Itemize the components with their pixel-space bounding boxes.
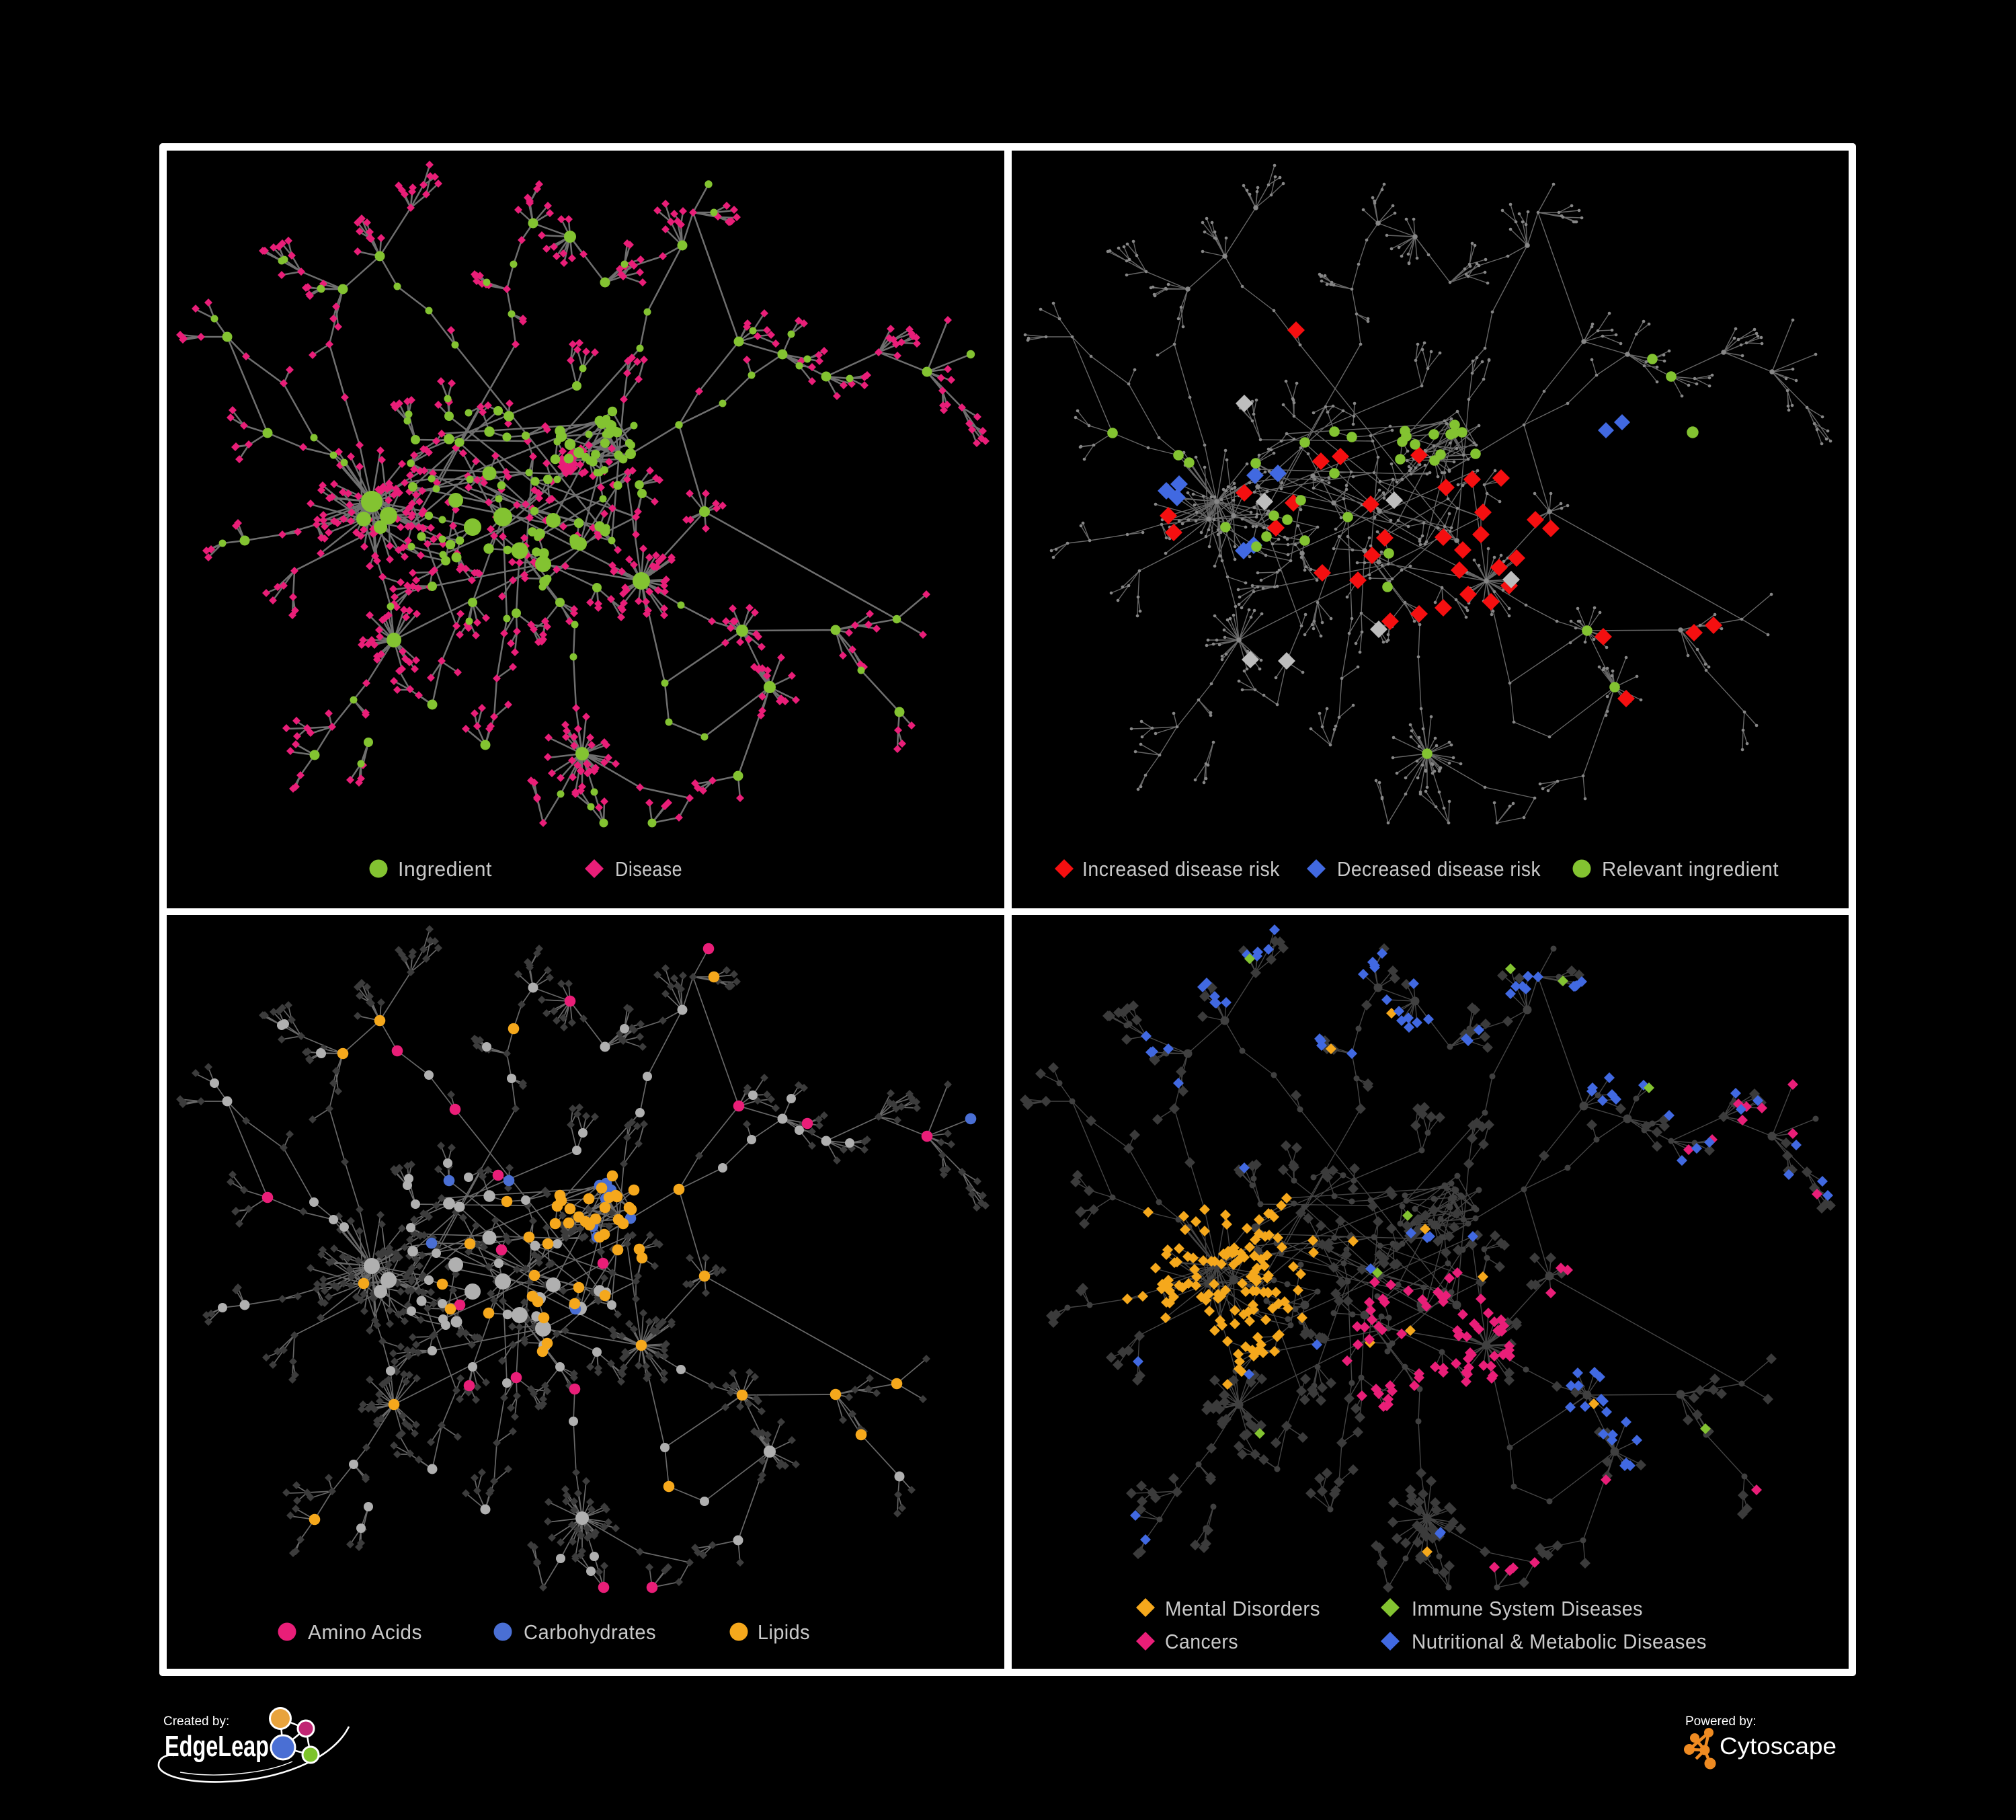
svg-text:Powered by:: Powered by: [1685,1714,1757,1729]
svg-text:Cancers: Cancers [1165,1630,1238,1653]
svg-text:Lipids: Lipids [758,1620,810,1644]
svg-text:Amino Acids: Amino Acids [308,1620,422,1644]
svg-text:Ingredient: Ingredient [398,857,492,881]
svg-text:Carbohydrates: Carbohydrates [524,1620,656,1644]
svg-text:Nutritional & Metabolic Diseas: Nutritional & Metabolic Diseases [1412,1630,1707,1653]
svg-text:Immune System Diseases: Immune System Diseases [1412,1597,1643,1620]
svg-text:EdgeLeap: EdgeLeap [165,1730,269,1763]
svg-text:Increased disease risk: Increased disease risk [1082,857,1280,881]
svg-text:Disease: Disease [615,857,682,881]
svg-text:Relevant ingredient: Relevant ingredient [1602,857,1779,881]
svg-text:Mental Disorders: Mental Disorders [1165,1597,1320,1620]
svg-text:Decreased disease risk: Decreased disease risk [1337,857,1541,881]
svg-text:Cytoscape: Cytoscape [1720,1733,1837,1759]
svg-text:Created by:: Created by: [163,1714,229,1729]
